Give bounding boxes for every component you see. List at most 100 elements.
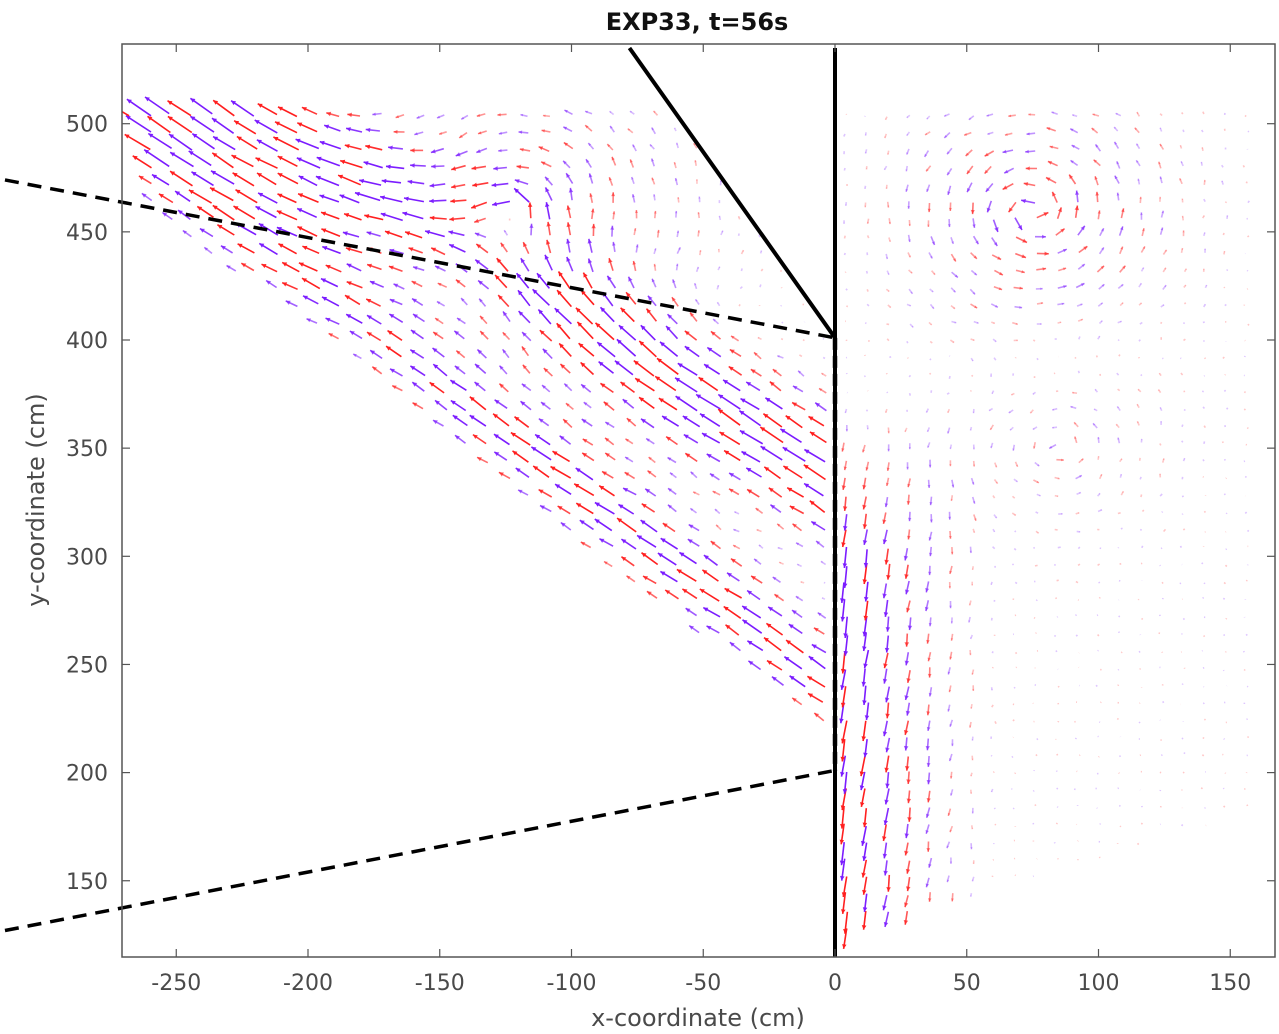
vector-shaft xyxy=(1015,582,1017,583)
vector-shaft xyxy=(1099,582,1100,583)
vector-shaft xyxy=(993,667,994,668)
vector-shaft xyxy=(1079,755,1080,756)
vector-shaft xyxy=(1099,597,1100,598)
vector-shaft xyxy=(1098,650,1099,651)
vector-arrow xyxy=(889,357,891,358)
vector-arrow xyxy=(1118,685,1119,686)
vector-arrow xyxy=(866,166,867,169)
vector-arrow xyxy=(1058,513,1062,515)
vector-shaft xyxy=(1183,618,1184,619)
plot-background xyxy=(122,44,1275,957)
vector-shaft xyxy=(782,322,783,323)
vector-shaft xyxy=(1141,375,1142,376)
vector-shaft xyxy=(1184,339,1186,340)
vector-shaft xyxy=(1245,477,1246,478)
x-tick-label: -50 xyxy=(685,971,721,996)
vector-shaft xyxy=(1057,754,1058,755)
vector-arrow xyxy=(1203,598,1204,599)
vector-shaft xyxy=(845,272,846,273)
vector-shaft xyxy=(910,393,911,395)
vector-shaft xyxy=(1099,857,1100,858)
vector-arrow xyxy=(1182,514,1183,515)
chart-title: EXP33, t=56s xyxy=(606,8,789,36)
vector-arrow xyxy=(843,220,844,224)
vector-arrow xyxy=(1101,702,1102,703)
vector-shaft xyxy=(1034,618,1035,619)
vector-shaft xyxy=(1015,773,1016,774)
vector-shaft xyxy=(1205,358,1206,359)
vector-shaft xyxy=(1056,598,1057,599)
vector-shaft xyxy=(1246,580,1247,581)
vector-arrow xyxy=(1015,531,1016,532)
vector-arrow xyxy=(865,186,866,189)
vector-shaft xyxy=(1203,737,1204,738)
vector-arrow xyxy=(1226,618,1227,619)
vector-shaft xyxy=(1075,357,1076,358)
vector-arrow xyxy=(1037,358,1038,360)
vector-arrow xyxy=(887,392,888,393)
vector-arrow xyxy=(931,390,932,393)
vector-shaft xyxy=(1184,322,1185,323)
vector-shaft xyxy=(1204,426,1205,428)
vector-shaft xyxy=(1119,355,1120,357)
vector-arrow xyxy=(1224,287,1225,288)
vector-arrow xyxy=(1204,441,1205,443)
vector-shaft xyxy=(865,323,866,324)
vector-shaft xyxy=(1244,669,1245,670)
vector-arrow xyxy=(1078,564,1080,565)
x-tick-label: 0 xyxy=(828,971,842,996)
vector-shaft xyxy=(1161,548,1162,549)
vector-arrow xyxy=(1079,755,1080,756)
vector-arrow xyxy=(1247,428,1248,429)
vector-arrow xyxy=(971,825,972,829)
vector-shaft xyxy=(1056,651,1057,652)
vector-arrow xyxy=(887,373,888,374)
vector-arrow xyxy=(1118,340,1119,341)
vector-shaft xyxy=(1015,531,1016,532)
vector-arrow xyxy=(1118,669,1119,670)
vector-shaft xyxy=(1224,494,1225,495)
vector-shaft xyxy=(1037,739,1038,740)
vector-arrow xyxy=(1138,599,1139,600)
vector-shaft xyxy=(1248,530,1249,531)
vector-shaft xyxy=(1204,719,1205,720)
vector-shaft xyxy=(1119,773,1120,774)
vector-shaft xyxy=(991,755,992,756)
vector-shaft xyxy=(1246,182,1248,183)
vector-shaft xyxy=(1202,130,1203,132)
vector-shaft xyxy=(1013,808,1014,809)
vector-arrow xyxy=(1121,652,1122,653)
vector-arrow xyxy=(1246,634,1247,635)
vector-shaft xyxy=(1015,875,1016,876)
vector-shaft xyxy=(1184,303,1185,304)
vector-shaft xyxy=(1226,565,1227,566)
vector-shaft xyxy=(931,390,932,393)
vector-shaft xyxy=(1101,702,1102,703)
vector-arrow xyxy=(1204,249,1206,253)
vector-arrow xyxy=(1184,753,1185,754)
vector-arrow xyxy=(864,376,865,377)
vector-arrow xyxy=(1014,549,1016,551)
vector-shaft xyxy=(1223,357,1224,358)
vector-shaft xyxy=(1120,564,1122,565)
vector-shaft xyxy=(1016,667,1017,668)
vector-arrow xyxy=(1055,564,1056,565)
vector-shaft xyxy=(867,410,868,412)
vector-arrow xyxy=(970,790,972,794)
vector-shaft xyxy=(739,304,740,306)
vector-shaft xyxy=(1119,632,1120,633)
vector-shaft xyxy=(1057,807,1058,808)
vector-arrow xyxy=(972,685,974,691)
vector-arrow xyxy=(1223,788,1224,789)
vector-arrow xyxy=(1142,546,1143,548)
vector-arrow xyxy=(1203,703,1204,704)
vector-arrow xyxy=(1015,582,1017,583)
vector-shaft xyxy=(1055,564,1056,565)
vector-arrow xyxy=(1201,162,1202,166)
vector-shaft xyxy=(1226,618,1227,619)
vector-shaft xyxy=(947,393,949,394)
vector-shaft xyxy=(867,289,868,291)
vector-arrow xyxy=(1141,439,1142,443)
vector-arrow xyxy=(1160,421,1161,425)
vector-shaft xyxy=(1245,116,1246,117)
